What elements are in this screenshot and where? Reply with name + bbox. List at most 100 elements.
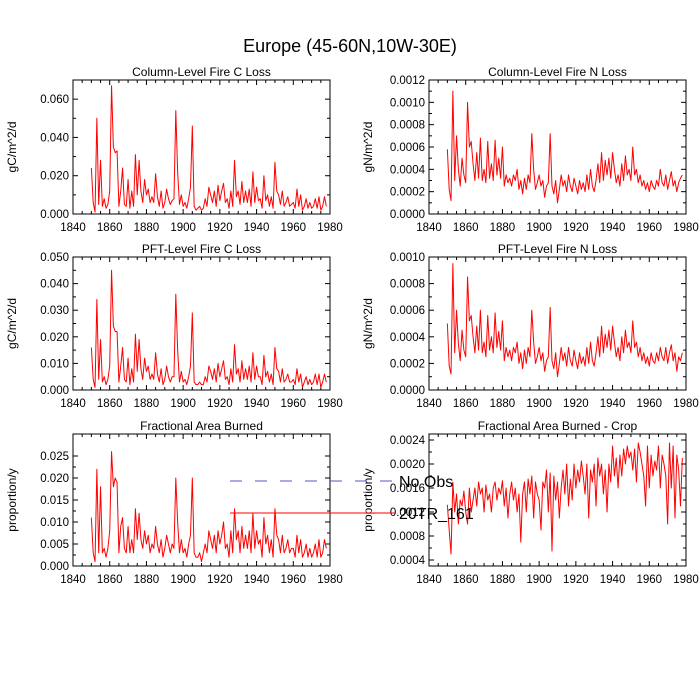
y-tick-label: 0.020 <box>40 332 69 344</box>
x-tick-label: 1880 <box>490 574 516 586</box>
x-tick-label: 1880 <box>134 574 160 586</box>
x-tick-label: 1840 <box>60 222 86 234</box>
y-axis-label: gN/m^2/d <box>361 298 375 349</box>
y-tick-label: 0.0012 <box>390 507 425 519</box>
x-tick-label: 1840 <box>60 574 86 586</box>
y-tick-label: 0.010 <box>40 517 69 529</box>
y-tick-label: 0.040 <box>40 132 69 144</box>
y-tick-label: 0.0010 <box>390 97 425 109</box>
y-tick-label: 0.025 <box>40 451 69 463</box>
x-tick-label: 1860 <box>453 574 479 586</box>
series-line-20tr-161 <box>90 85 327 213</box>
x-tick-label: 1900 <box>526 398 552 410</box>
x-tick-label: 1920 <box>207 574 233 586</box>
plot-frame <box>428 79 687 215</box>
y-tick-label: 0.060 <box>40 94 69 106</box>
y-tick-label: 0.050 <box>40 252 69 264</box>
x-tick-label: 1900 <box>526 574 552 586</box>
panel-title: Column-Level Fire N Loss <box>488 65 627 79</box>
x-tick-label: 1960 <box>636 574 662 586</box>
y-tick-label: 0.0000 <box>390 209 425 221</box>
x-tick-label: 1840 <box>60 398 86 410</box>
y-tick-label: 0.000 <box>40 561 69 573</box>
x-tick-label: 1860 <box>97 398 123 410</box>
x-tick-label: 1920 <box>207 222 233 234</box>
y-axis-label: proportion/y <box>361 468 375 531</box>
chart-panels: Column-Level Fire C Loss gC/m^2/d 1840 1860… <box>5 65 699 586</box>
legend: No Obs 20TR_161 <box>230 474 474 523</box>
x-tick-label: 1860 <box>453 398 479 410</box>
x-tick-label: 1960 <box>636 222 662 234</box>
y-tick-label: 0.010 <box>40 358 69 370</box>
x-tick-label: 1980 <box>317 398 343 410</box>
x-tick-label: 1840 <box>416 222 442 234</box>
x-tick-label: 1920 <box>563 398 589 410</box>
x-tick-label: 1840 <box>416 574 442 586</box>
x-tick-label: 1980 <box>673 398 699 410</box>
y-tick-label: 0.000 <box>40 385 69 397</box>
series-line-20tr-161 <box>90 269 327 388</box>
y-tick-label: 0.040 <box>40 279 69 291</box>
y-tick-label: 0.000 <box>40 209 69 221</box>
y-axis-label: gC/m^2/d <box>5 298 19 349</box>
x-tick-label: 1980 <box>673 574 699 586</box>
x-tick-label: 1900 <box>526 222 552 234</box>
y-tick-label: 0.0016 <box>390 483 425 495</box>
y-tick-label: 0.020 <box>40 473 69 485</box>
chart-panel-5: Fractional Area Burned proportion/y 1840 18… <box>5 419 343 586</box>
chart-panel-1: Column-Level Fire C Loss gC/m^2/d 1840 1860… <box>5 65 343 234</box>
y-axis-label: gC/m^2/d <box>5 122 19 173</box>
x-tick-label: 1960 <box>280 574 306 586</box>
y-axis-label: gN/m^2/d <box>361 122 375 173</box>
panel-title: PFT-Level Fire C Loss <box>142 242 261 256</box>
y-tick-label: 0.020 <box>40 171 69 183</box>
y-tick-label: 0.0000 <box>390 385 425 397</box>
x-tick-label: 1980 <box>673 222 699 234</box>
legend-label-no-obs: No Obs <box>399 474 453 491</box>
x-tick-label: 1900 <box>170 574 196 586</box>
page-title: Europe (45-60N,10W-30E) <box>243 36 457 56</box>
x-tick-label: 1880 <box>490 398 516 410</box>
x-tick-label: 1940 <box>600 222 626 234</box>
y-tick-label: 0.0004 <box>390 164 426 176</box>
series-line-20tr-161 <box>446 90 683 204</box>
x-tick-label: 1940 <box>600 398 626 410</box>
y-tick-label: 0.005 <box>40 539 69 551</box>
y-tick-label: 0.015 <box>40 495 69 507</box>
series-line-20tr-161 <box>446 442 683 555</box>
x-tick-label: 1940 <box>244 222 270 234</box>
y-axis-label: proportion/y <box>5 468 19 531</box>
x-tick-label: 1940 <box>244 574 270 586</box>
x-tick-label: 1960 <box>280 222 306 234</box>
x-tick-label: 1860 <box>97 574 123 586</box>
x-tick-label: 1860 <box>97 222 123 234</box>
y-tick-label: 0.0008 <box>390 279 425 291</box>
y-tick-label: 0.0012 <box>390 75 425 87</box>
y-tick-label: 0.0008 <box>390 531 425 543</box>
chart-panel-4: PFT-Level Fire N Loss gN/m^2/d 1840 1860 188… <box>361 242 699 410</box>
y-tick-label: 0.0006 <box>390 305 425 317</box>
series-line-20tr-161 <box>446 263 683 378</box>
y-tick-label: 0.0006 <box>390 142 425 154</box>
x-tick-label: 1920 <box>563 574 589 586</box>
x-tick-label: 1880 <box>490 222 516 234</box>
y-tick-label: 0.0010 <box>390 252 425 264</box>
x-tick-label: 1900 <box>170 222 196 234</box>
y-tick-label: 0.0004 <box>390 332 426 344</box>
x-tick-label: 1940 <box>600 574 626 586</box>
y-tick-label: 0.0002 <box>390 187 425 199</box>
x-tick-label: 1920 <box>563 222 589 234</box>
chart-panel-2: Column-Level Fire N Loss gN/m^2/d 1840 1860… <box>361 65 699 234</box>
x-tick-label: 1980 <box>317 574 343 586</box>
x-tick-label: 1880 <box>134 398 160 410</box>
x-tick-label: 1960 <box>280 398 306 410</box>
chart-panel-3: PFT-Level Fire C Loss gC/m^2/d 1840 1860 188… <box>5 242 343 410</box>
x-tick-label: 1940 <box>244 398 270 410</box>
y-tick-label: 0.0008 <box>390 120 425 132</box>
y-tick-label: 0.0004 <box>390 555 426 567</box>
panel-title: Fractional Area Burned <box>140 419 263 433</box>
x-tick-label: 1920 <box>207 398 233 410</box>
panel-title: Fractional Area Burned - Crop <box>478 419 638 433</box>
legend-label-20tr-161: 20TR_161 <box>399 506 474 523</box>
